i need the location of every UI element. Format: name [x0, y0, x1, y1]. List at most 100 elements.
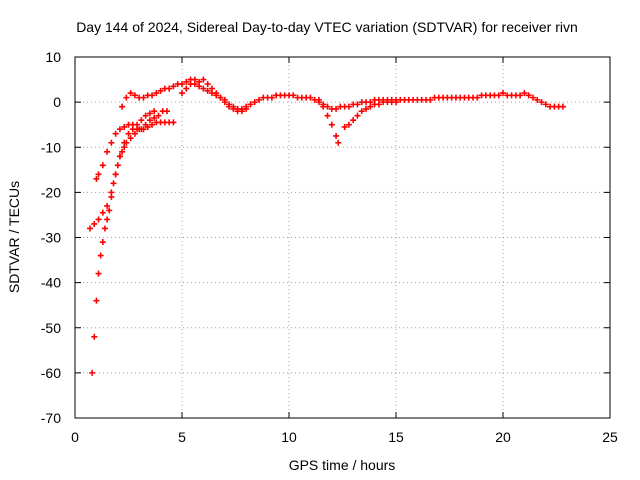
data-point: [106, 207, 113, 214]
data-point: [525, 92, 532, 99]
data-point: [170, 83, 177, 90]
x-tick-label: 25: [602, 429, 618, 445]
data-point: [208, 90, 215, 97]
data-point: [114, 162, 121, 169]
data-point: [112, 171, 119, 178]
data-point: [354, 101, 361, 108]
data-point: [155, 112, 162, 119]
data-point: [166, 85, 173, 92]
data-point: [125, 130, 132, 137]
y-tick-label: 0: [53, 94, 61, 110]
data-point: [375, 101, 382, 108]
series-track-3: [93, 108, 158, 182]
data-point: [157, 87, 164, 94]
data-point: [320, 103, 327, 110]
data-point: [89, 369, 96, 376]
data-point: [140, 94, 147, 101]
data-point: [138, 126, 145, 133]
data-point: [521, 90, 528, 97]
series-track-7: [341, 99, 399, 130]
x-tick-label: 5: [178, 429, 186, 445]
data-point: [134, 121, 141, 128]
data-point: [121, 139, 128, 146]
data-point: [500, 90, 506, 97]
data-point: [367, 103, 374, 110]
data-point: [341, 123, 348, 130]
x-tick-label: 10: [281, 429, 297, 445]
data-point: [333, 105, 340, 112]
data-point: [335, 139, 342, 146]
data-point: [127, 135, 134, 142]
data-point: [93, 297, 100, 304]
data-point: [116, 153, 123, 160]
x-tick-labels: 0 5 10 15 20 25: [71, 429, 618, 445]
y-tick-label: 10: [45, 49, 61, 65]
data-point: [183, 78, 190, 85]
x-tick-label: 15: [388, 429, 404, 445]
data-point: [234, 105, 241, 112]
series-track-6: [315, 96, 342, 146]
data-point: [116, 126, 123, 133]
data-point: [95, 270, 102, 277]
data-point: [179, 90, 185, 97]
data-point: [149, 92, 156, 99]
data-points: [86, 76, 566, 376]
y-tick-label: -60: [41, 365, 61, 381]
data-point: [251, 99, 258, 106]
data-point: [183, 85, 190, 92]
data-point: [230, 103, 237, 110]
data-point: [119, 103, 126, 110]
data-point: [97, 252, 104, 259]
data-point: [213, 92, 220, 99]
data-point: [333, 132, 340, 139]
y-axis-label: SDTVAR / TECUs: [6, 181, 22, 293]
data-point: [104, 148, 111, 155]
axis-ticks: [74, 56, 611, 419]
data-point: [151, 108, 158, 115]
x-tick-label: 0: [71, 429, 79, 445]
data-point: [179, 81, 185, 88]
data-point: [170, 119, 177, 126]
data-point: [517, 92, 524, 99]
x-tick-label: 20: [495, 429, 511, 445]
data-point: [153, 90, 160, 97]
data-point: [138, 117, 145, 124]
data-point: [91, 333, 98, 340]
data-point: [104, 216, 111, 223]
y-tick-labels: -70 -60 -50 -40 -30 -20 -10 0 10: [41, 49, 61, 426]
data-point: [151, 114, 158, 121]
data-point: [328, 121, 335, 128]
y-tick-label: -50: [41, 320, 61, 336]
y-tick-label: -40: [41, 275, 61, 291]
data-point: [238, 108, 245, 115]
data-point: [110, 180, 117, 187]
data-point: [108, 189, 115, 196]
data-point: [350, 117, 357, 124]
series-track-2: [86, 108, 171, 232]
data-point: [200, 85, 207, 92]
data-point: [542, 101, 549, 108]
data-point: [268, 94, 275, 101]
data-point: [146, 117, 153, 124]
data-point: [123, 94, 130, 101]
data-point: [104, 202, 111, 209]
data-point: [204, 81, 211, 88]
data-point: [315, 96, 322, 103]
data-point: [164, 108, 171, 115]
data-point: [127, 90, 134, 97]
data-point: [86, 225, 93, 232]
data-point: [108, 139, 115, 146]
data-point: [101, 225, 108, 232]
data-point: [91, 220, 98, 227]
data-point: [191, 81, 198, 88]
data-point: [474, 94, 481, 101]
data-point: [121, 123, 128, 130]
series-track-1: [89, 119, 177, 376]
data-point: [345, 103, 352, 110]
data-point: [112, 130, 119, 137]
data-point: [538, 99, 545, 106]
data-point: [99, 162, 106, 169]
data-point: [226, 101, 233, 108]
data-point: [247, 101, 254, 108]
